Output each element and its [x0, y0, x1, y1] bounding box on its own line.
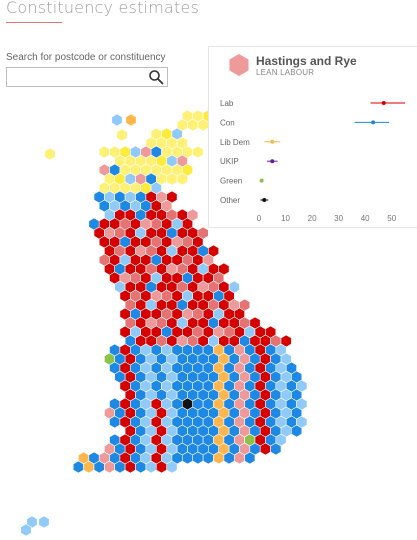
constituency-hex[interactable] [182, 451, 193, 465]
constituency-hex[interactable] [176, 172, 188, 186]
constituency-hex[interactable] [270, 442, 282, 456]
party-label: Other [220, 196, 240, 205]
constituency-hex[interactable] [202, 451, 214, 465]
constituency-hex[interactable] [124, 460, 136, 474]
search-label: Search for postcode or constituency [6, 52, 166, 63]
estimate-point [262, 198, 267, 202]
constituency-hex[interactable] [145, 460, 157, 474]
estimate-point [259, 178, 264, 183]
constituency-hex[interactable] [192, 451, 204, 465]
title-underline [6, 22, 62, 23]
party-label: UKIP [220, 157, 239, 166]
constituency-hex[interactable] [166, 172, 178, 186]
constituency-name: Hastings and Rye [256, 54, 357, 68]
constituency-hex[interactable] [104, 460, 115, 474]
constituency-hex[interactable] [111, 113, 123, 127]
constituency-hex[interactable] [83, 460, 95, 474]
constituency-hex[interactable] [291, 424, 303, 438]
estimate-point [270, 159, 275, 164]
constituency-hex[interactable] [244, 451, 256, 465]
x-tick-label: 20 [308, 214, 317, 223]
party-label: Green [220, 177, 242, 186]
estimate-point [371, 120, 376, 125]
x-tick-label: 50 [387, 214, 396, 223]
constituency-hex[interactable] [234, 451, 245, 465]
constituency-hex[interactable] [156, 460, 167, 474]
constituency-hex[interactable] [93, 460, 105, 474]
x-tick-label: 10 [281, 214, 290, 223]
party-label: Lab [220, 99, 234, 108]
estimate-point [381, 101, 386, 105]
constituency-hex[interactable] [213, 451, 225, 465]
search-box[interactable] [6, 67, 168, 87]
constituency-hex[interactable] [116, 128, 128, 142]
constituency-hex[interactable] [135, 460, 147, 474]
constituency-hex[interactable] [20, 523, 32, 537]
hex-map[interactable] [0, 110, 330, 540]
constituency-hex[interactable] [166, 460, 178, 474]
constituency-hex-icon [229, 54, 249, 76]
estimate-point [270, 139, 275, 144]
constituency-hex[interactable] [192, 145, 204, 159]
search-input[interactable] [7, 68, 142, 86]
party-label: Lib Dem [220, 138, 250, 147]
constituency-hex[interactable] [109, 415, 121, 429]
estimate-chart: Lab Con Lib Dem UKIP Green Other 0 10 20 30 40 50 [220, 99, 405, 223]
x-tick-label: 40 [361, 214, 370, 223]
constituency-hex[interactable] [114, 460, 126, 474]
constituency-status: LEAN LABOUR [256, 68, 315, 77]
constituency-hex[interactable] [72, 460, 84, 474]
search-icon[interactable] [148, 69, 164, 85]
constituency-hex[interactable] [259, 442, 271, 456]
constituency-hex[interactable] [197, 118, 209, 132]
x-tick-label: 30 [334, 214, 343, 223]
party-label: Con [220, 118, 235, 127]
constituency-hex[interactable] [98, 145, 110, 159]
page-title: Constituency estimates [6, 0, 200, 17]
constituency-panel: Hastings and Rye LEAN LABOUR Lab Con Lib D… [208, 46, 417, 228]
constituency-hex[interactable] [187, 118, 199, 132]
constituency-hex[interactable] [44, 147, 56, 161]
constituency-hex[interactable] [125, 113, 137, 127]
x-tick-label: 0 [257, 214, 262, 223]
constituency-hex[interactable] [223, 451, 235, 465]
constituency-hex[interactable] [38, 515, 50, 529]
